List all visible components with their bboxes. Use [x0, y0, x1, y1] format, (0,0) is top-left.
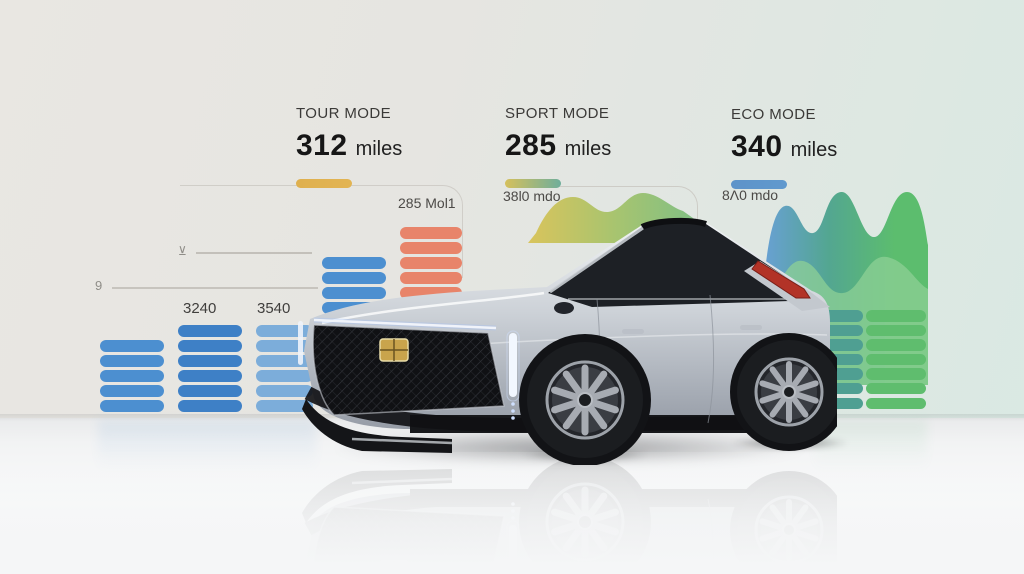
bar-segment	[866, 310, 926, 322]
rule-line	[112, 287, 318, 289]
bar-segment	[818, 368, 863, 380]
axis-label: 3240	[183, 300, 217, 317]
tour-mode-label: TOUR MODE	[296, 105, 391, 122]
bar-column	[866, 310, 926, 412]
sport-mode-unit: miles	[564, 138, 612, 160]
bar-segment	[178, 400, 242, 412]
car-front-bumper	[302, 399, 452, 453]
bar-segment	[866, 353, 926, 366]
eco-mode-label: ECO MODE	[731, 106, 816, 123]
bar-segment	[866, 368, 926, 380]
bar-segment	[818, 382, 863, 395]
bar-segment	[256, 400, 313, 412]
bar-segment	[178, 355, 242, 367]
bar-annotation: 8Λ0 mdo	[722, 187, 779, 203]
tour-mode-unit: miles	[355, 138, 403, 160]
tour-mode-stat: TOUR MODE 312 miles	[296, 105, 402, 188]
bar-segment	[100, 355, 164, 367]
cadillac-lyriq-car-photo	[298, 217, 837, 465]
axis-label: 3540	[257, 300, 291, 317]
eco-mode-stat: ECO MODE 340 miles	[731, 106, 837, 189]
tour-mode-underline	[296, 179, 352, 188]
bar-segment	[818, 339, 863, 351]
sport-mode-value: 285	[505, 129, 557, 162]
eco-mode-value: 340	[731, 130, 783, 163]
bar-segment	[818, 353, 863, 366]
bar-segment	[866, 397, 926, 410]
bar-segment	[178, 325, 242, 337]
bar-segment	[866, 324, 926, 337]
car-rear-wheel	[730, 333, 837, 451]
sport-mode-label: SPORT MODE	[505, 105, 610, 122]
car-front-wheel	[519, 334, 651, 465]
bar-segment	[400, 272, 462, 284]
eco-mode-underline	[731, 180, 787, 189]
car-edge-light	[298, 321, 303, 365]
bar-segment	[818, 310, 863, 322]
bar-segment	[178, 385, 242, 397]
tick-label: 9	[95, 278, 103, 293]
eco-mode-unit: miles	[790, 139, 838, 161]
cadillac-crest-emblem	[379, 338, 409, 362]
bar-segment	[400, 257, 462, 269]
bar-segment	[256, 370, 313, 382]
bar-segment	[866, 339, 926, 351]
bar-annotation: 285 Mol1	[398, 195, 456, 211]
bar-segment	[322, 287, 386, 299]
bar-segment	[322, 272, 386, 284]
bar-segment	[322, 257, 386, 269]
sport-mode-underline	[505, 179, 561, 188]
tick-mark: ⊻	[178, 244, 187, 258]
bar-segment	[400, 227, 462, 239]
bar-segment	[256, 385, 313, 397]
bar-annotation: 38l0 mdo	[503, 188, 561, 204]
tour-mode-value: 312	[296, 129, 348, 162]
bar-segment	[866, 382, 926, 395]
bar-segment	[818, 324, 863, 337]
bar-segment	[100, 400, 164, 412]
bar-segment	[100, 340, 164, 352]
reflection-fade	[0, 452, 1024, 574]
bar-segment	[100, 370, 164, 382]
bar-segment	[100, 385, 164, 397]
bar-column	[100, 340, 164, 415]
car-headlight-vertical	[506, 330, 520, 420]
car-taillight	[751, 260, 811, 299]
bar-segment	[400, 242, 462, 254]
bar-column	[818, 310, 863, 412]
sport-mode-stat: SPORT MODE 285 miles	[505, 105, 611, 188]
bar-column	[178, 325, 242, 415]
bar-segment	[178, 370, 242, 382]
car-roof-glass	[548, 220, 810, 307]
rule-line	[196, 252, 312, 254]
bar-segment	[178, 340, 242, 352]
bar-segment	[818, 397, 863, 410]
